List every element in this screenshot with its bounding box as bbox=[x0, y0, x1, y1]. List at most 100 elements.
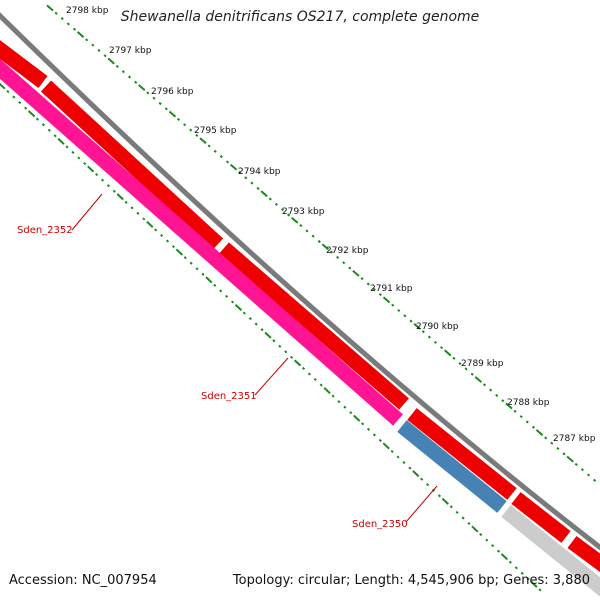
outer-tick-mark bbox=[482, 383, 487, 387]
gene-label-sden-2351: Sden_2351 bbox=[201, 391, 257, 402]
inner-tick-mark bbox=[183, 256, 187, 260]
inner-tick-mark bbox=[260, 328, 264, 332]
inner-tick-mark bbox=[284, 350, 288, 354]
inner-tick-mark bbox=[479, 532, 483, 537]
outer-tick-mark bbox=[146, 91, 150, 95]
inner-tick-mark bbox=[496, 549, 501, 553]
tick-label: 2791 kbp bbox=[370, 284, 413, 294]
tick-label: 2790 kbp bbox=[416, 322, 459, 332]
inner-tick-mark bbox=[231, 300, 235, 304]
outer-tick-mark bbox=[164, 107, 168, 111]
inner-tick-mark bbox=[264, 331, 272, 339]
outer-tick-mark bbox=[342, 261, 346, 265]
inner-tick-mark bbox=[57, 137, 65, 145]
inner-tick-mark bbox=[437, 494, 441, 498]
inner-tick-mark bbox=[242, 311, 246, 315]
outer-tick-mark bbox=[268, 197, 272, 201]
outer-tick-mark bbox=[382, 296, 391, 304]
inner-tick-mark bbox=[449, 505, 453, 509]
outer-tick-mark bbox=[413, 323, 421, 330]
outer-tick-mark bbox=[46, 4, 54, 12]
inner-tick-mark bbox=[142, 217, 146, 221]
inner-tick-mark bbox=[47, 128, 51, 132]
inner-tick-mark bbox=[461, 516, 465, 520]
forward-cds-4 bbox=[407, 408, 517, 500]
outer-tick-mark bbox=[207, 144, 211, 148]
inner-tick-mark bbox=[160, 233, 164, 238]
outer-tick-mark bbox=[158, 101, 162, 106]
forward-cds-5 bbox=[511, 492, 571, 543]
inner-tick-mark bbox=[18, 101, 22, 105]
leader-sden-2350 bbox=[405, 485, 438, 523]
tick-label: 2789 kbp bbox=[461, 359, 504, 369]
outer-tick-mark bbox=[336, 255, 340, 259]
forward-cds-6 bbox=[567, 535, 600, 572]
inner-tick-mark bbox=[234, 304, 243, 311]
inner-tick-mark bbox=[500, 553, 509, 561]
outer-tick-mark bbox=[54, 11, 58, 15]
outer-tick-mark bbox=[317, 239, 321, 244]
outer-tick-mark bbox=[195, 133, 199, 137]
outer-tick-mark bbox=[525, 420, 529, 424]
outer-tick-mark bbox=[378, 293, 382, 297]
outer-tick-mark bbox=[138, 84, 146, 91]
outer-tick-mark bbox=[260, 190, 268, 198]
inner-tick-mark bbox=[65, 145, 69, 149]
inner-tick-mark bbox=[382, 442, 390, 450]
outer-tick-mark bbox=[183, 123, 187, 127]
inner-tick-mark bbox=[412, 470, 420, 478]
inner-tick-mark bbox=[331, 394, 335, 398]
outer-tick-mark bbox=[489, 388, 493, 392]
inner-tick-mark bbox=[485, 538, 489, 542]
inner-tick-mark bbox=[526, 577, 530, 581]
outer-tick-mark bbox=[121, 70, 125, 74]
inner-tick-mark bbox=[313, 377, 317, 382]
inner-tick-mark bbox=[455, 510, 459, 514]
inner-tick-mark bbox=[307, 372, 311, 376]
outer-tick-mark bbox=[352, 269, 360, 277]
forward-cds-1 bbox=[0, 40, 48, 88]
inner-tick-mark bbox=[12, 95, 16, 99]
inner-tick-mark bbox=[0, 82, 6, 90]
inner-tick-mark bbox=[87, 165, 95, 173]
outer-tick-mark bbox=[321, 243, 330, 251]
outer-tick-mark bbox=[256, 186, 260, 190]
tick-labels: 2798 kbp 2797 kbp 2796 kbp 2795 kbp 2794 kbp… bbox=[66, 6, 596, 444]
inner-tick-mark bbox=[323, 387, 331, 395]
outer-tick-mark bbox=[152, 96, 156, 100]
inner-tick-mark bbox=[337, 400, 341, 404]
outer-tick-mark bbox=[360, 277, 364, 281]
inner-tick-mark bbox=[106, 184, 110, 188]
inner-tick-mark bbox=[290, 355, 294, 359]
accession-label: Accession: NC_007954 bbox=[9, 573, 157, 588]
inner-tick-mark bbox=[361, 422, 365, 426]
outer-tick-mark bbox=[433, 340, 438, 344]
outer-tick-mark bbox=[464, 367, 468, 371]
leader-sden-2352 bbox=[71, 193, 103, 231]
inner-tick-mark bbox=[95, 173, 99, 177]
inner-tick-mark bbox=[441, 497, 449, 505]
inner-tick-mark bbox=[225, 294, 229, 299]
inner-tick-mark bbox=[514, 566, 518, 570]
outer-tick-mark bbox=[291, 216, 299, 224]
outer-tick-mark bbox=[103, 54, 107, 58]
outer-tick-mark bbox=[397, 308, 401, 313]
inner-tick-mark bbox=[205, 276, 213, 284]
inner-tick-mark bbox=[390, 449, 394, 454]
outer-tick-mark bbox=[225, 160, 230, 164]
outer-tick-mark bbox=[550, 441, 554, 445]
outer-tick-mark bbox=[305, 229, 309, 233]
outer-tick-mark bbox=[566, 455, 574, 463]
tick-label: 2788 kbp bbox=[507, 398, 550, 408]
outer-tick-mark bbox=[513, 409, 517, 413]
outer-tick-mark bbox=[372, 287, 376, 291]
outer-tick-mark bbox=[280, 208, 285, 212]
tick-label: 2794 kbp bbox=[238, 167, 281, 177]
outer-tick-mark bbox=[440, 346, 444, 350]
inner-tick-mark bbox=[116, 193, 124, 201]
inner-tick-mark bbox=[77, 156, 81, 160]
outer-tick-mark bbox=[391, 303, 395, 307]
outer-tick-mark bbox=[586, 473, 591, 477]
inner-tick-mark bbox=[27, 110, 36, 118]
outer-tick-mark bbox=[299, 224, 303, 228]
